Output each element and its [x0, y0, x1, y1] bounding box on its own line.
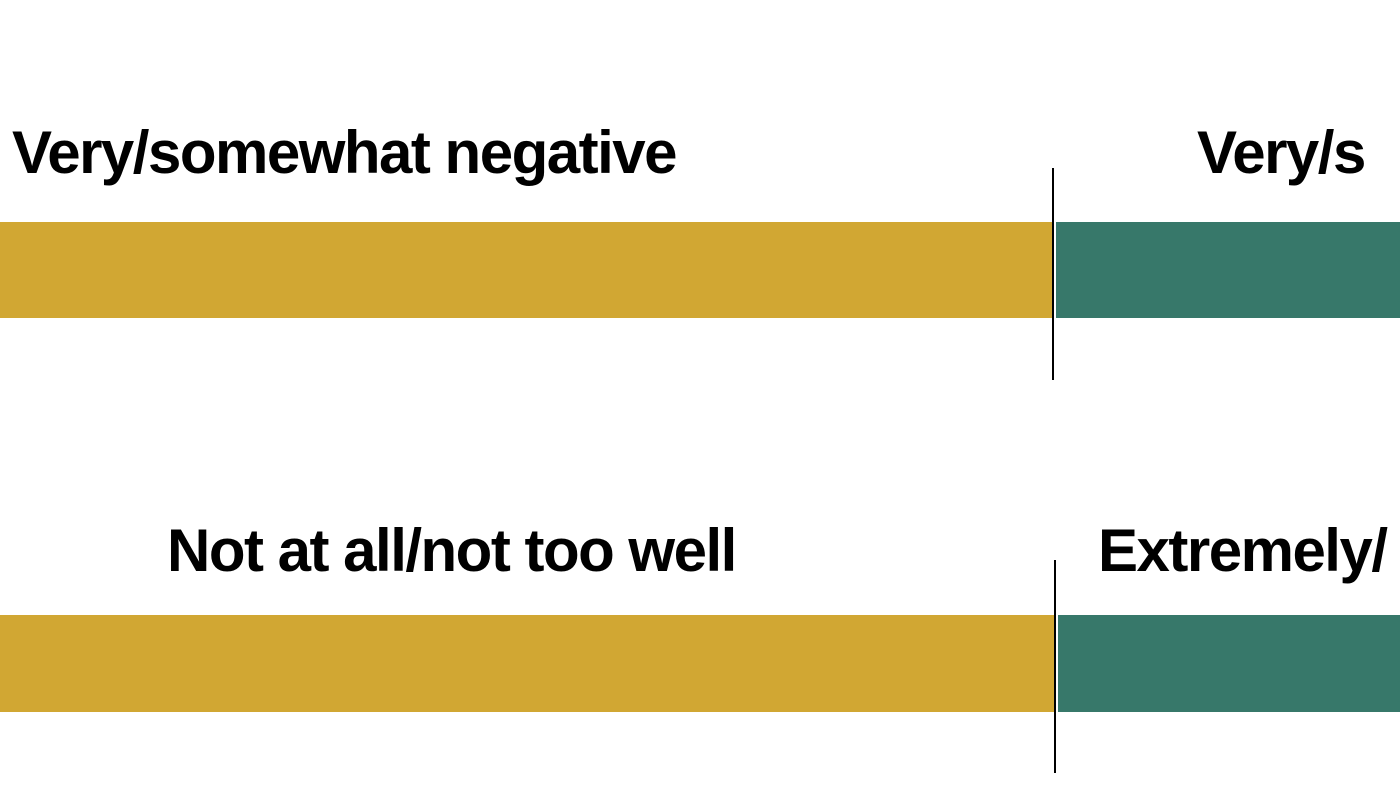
row2-right-category-label: Extremely/ [1098, 517, 1388, 584]
row1-positive-bar [1056, 222, 1400, 318]
row1-right-category-label: Very/s [1197, 119, 1366, 186]
row1-divider-line [1052, 168, 1054, 380]
row2-positive-bar [1058, 615, 1400, 712]
row1-left-category-label: Very/somewhat negative [12, 119, 677, 186]
row2-negative-bar [0, 615, 1054, 712]
row1-negative-bar [0, 222, 1052, 318]
row2-left-category-label: Not at all/not too well [167, 517, 737, 584]
row2-divider-line [1054, 560, 1056, 773]
